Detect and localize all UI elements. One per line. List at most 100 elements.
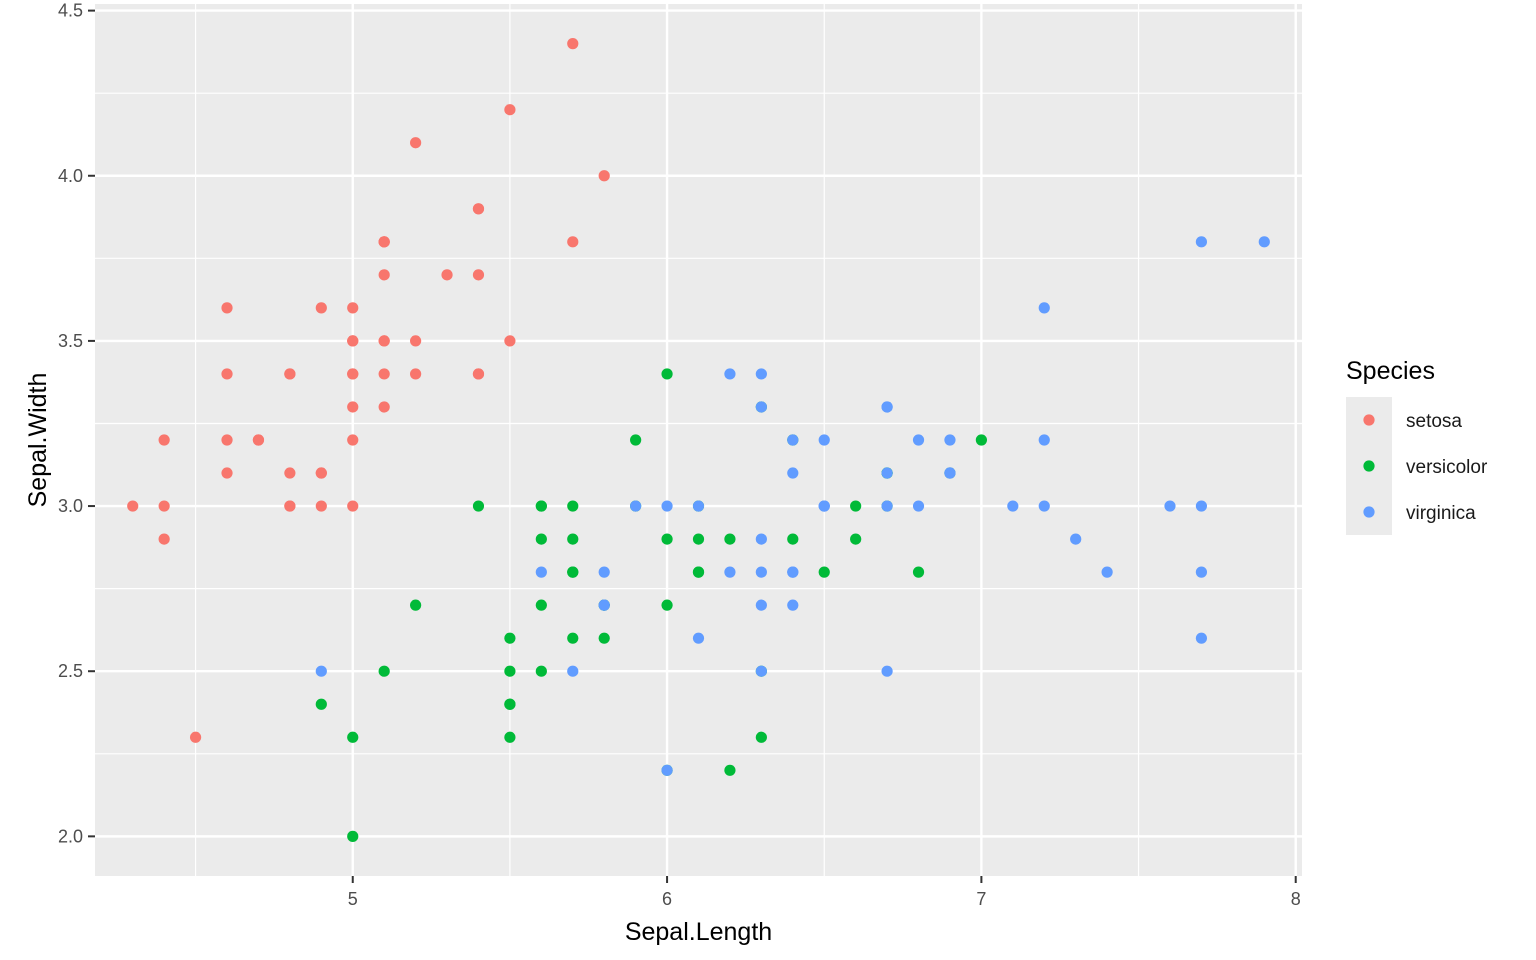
data-point-setosa xyxy=(472,269,485,281)
y-axis-title: Sepal.Width xyxy=(24,373,52,508)
data-point-setosa xyxy=(158,500,170,512)
data-point-virginica xyxy=(787,566,799,578)
legend-key-virginica xyxy=(1363,506,1375,518)
data-point-setosa xyxy=(378,269,390,281)
data-point-versicolor xyxy=(535,533,547,545)
data-point-virginica xyxy=(787,434,799,446)
data-point-setosa xyxy=(441,269,453,281)
data-point-versicolor xyxy=(347,830,359,842)
legend-key-versicolor xyxy=(1363,460,1375,472)
data-point-virginica xyxy=(1101,566,1113,578)
data-point-setosa xyxy=(378,335,390,347)
data-point-setosa xyxy=(252,434,265,446)
data-point-virginica xyxy=(692,500,705,512)
data-point-virginica xyxy=(787,467,799,479)
data-point-setosa xyxy=(315,302,327,314)
data-point-setosa xyxy=(221,434,233,446)
data-point-setosa xyxy=(410,335,422,347)
data-point-versicolor xyxy=(850,533,862,545)
data-point-setosa xyxy=(347,434,359,446)
data-point-virginica xyxy=(1164,500,1176,512)
data-point-versicolor xyxy=(724,764,736,776)
data-point-setosa xyxy=(315,500,327,512)
data-point-setosa xyxy=(378,401,390,413)
x-axis: 5 6 7 8 xyxy=(348,876,1301,909)
data-point-virginica xyxy=(881,665,893,677)
data-point-setosa xyxy=(347,302,359,314)
legend-label-setosa: setosa xyxy=(1406,411,1462,432)
data-point-virginica xyxy=(661,764,673,776)
data-point-versicolor xyxy=(818,566,830,578)
plot-panel xyxy=(95,4,1302,876)
data-point-virginica xyxy=(1007,500,1019,512)
legend-key-setosa xyxy=(1363,414,1375,426)
y-tick-label: 2.5 xyxy=(58,661,83,681)
data-point-versicolor xyxy=(755,731,767,743)
legend-label-versicolor: versicolor xyxy=(1406,457,1488,478)
data-point-setosa xyxy=(347,500,359,512)
data-point-setosa xyxy=(221,467,233,479)
data-point-setosa xyxy=(284,368,296,380)
data-point-virginica xyxy=(535,566,547,578)
legend: Species setosa versicolor virginica xyxy=(1346,357,1488,535)
data-point-setosa xyxy=(472,368,485,380)
data-point-versicolor xyxy=(567,632,579,644)
data-point-versicolor xyxy=(504,698,516,710)
data-point-versicolor xyxy=(692,566,705,578)
y-tick-label: 4.0 xyxy=(58,166,83,186)
data-point-setosa xyxy=(221,302,233,314)
data-point-setosa xyxy=(410,137,422,149)
data-point-versicolor xyxy=(504,731,516,743)
data-point-virginica xyxy=(1038,434,1050,446)
data-point-setosa xyxy=(158,533,170,545)
data-point-virginica xyxy=(944,467,956,479)
data-point-setosa xyxy=(504,104,516,116)
y-tick-label: 2.0 xyxy=(58,826,83,846)
data-point-versicolor xyxy=(535,599,547,611)
data-point-setosa xyxy=(127,500,139,512)
y-tick-label: 3.5 xyxy=(58,331,83,351)
data-point-setosa xyxy=(347,335,359,347)
data-point-versicolor xyxy=(378,665,390,677)
x-tick-label: 7 xyxy=(976,889,986,909)
data-point-virginica xyxy=(661,500,673,512)
y-axis: 2.0 2.5 3.0 3.5 4.0 4.5 xyxy=(58,1,95,846)
data-point-versicolor xyxy=(975,434,987,446)
data-point-virginica xyxy=(567,665,579,677)
data-point-virginica xyxy=(912,434,925,446)
data-point-virginica xyxy=(755,665,767,677)
data-point-virginica xyxy=(818,500,830,512)
data-point-setosa xyxy=(347,368,359,380)
data-point-setosa xyxy=(315,467,327,479)
data-point-virginica xyxy=(1195,500,1208,512)
data-point-versicolor xyxy=(410,599,422,611)
data-point-virginica xyxy=(912,500,925,512)
data-point-virginica xyxy=(944,434,956,446)
data-point-virginica xyxy=(755,401,767,413)
data-point-virginica xyxy=(755,566,767,578)
data-point-virginica xyxy=(724,368,736,380)
data-point-setosa xyxy=(598,170,610,182)
data-point-virginica xyxy=(1195,566,1208,578)
data-point-virginica xyxy=(881,500,893,512)
data-point-virginica xyxy=(630,500,642,512)
data-point-versicolor xyxy=(661,599,673,611)
x-tick-label: 6 xyxy=(662,889,672,909)
data-point-setosa xyxy=(347,401,359,413)
data-point-versicolor xyxy=(692,533,705,545)
data-point-versicolor xyxy=(598,632,610,644)
data-point-virginica xyxy=(1038,302,1050,314)
y-tick-label: 3.0 xyxy=(58,496,83,516)
data-points xyxy=(127,38,1270,842)
data-point-versicolor xyxy=(724,533,736,545)
data-point-versicolor xyxy=(315,698,327,710)
data-point-setosa xyxy=(284,467,296,479)
minor-gridlines xyxy=(95,4,1302,876)
data-point-setosa xyxy=(158,434,170,446)
data-point-versicolor xyxy=(567,566,579,578)
data-point-virginica xyxy=(1070,533,1082,545)
data-point-virginica xyxy=(787,599,799,611)
data-point-virginica xyxy=(881,467,893,479)
data-point-setosa xyxy=(567,38,579,50)
